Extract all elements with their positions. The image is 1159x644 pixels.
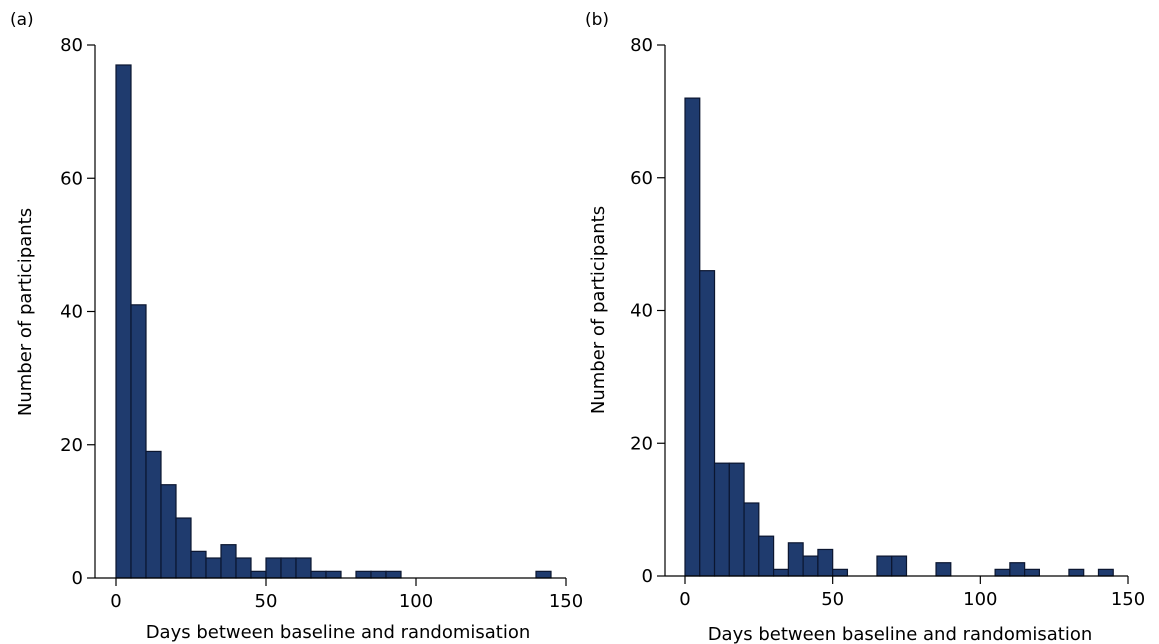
- y-tick-label: 0: [72, 568, 83, 589]
- histogram-bar: [1009, 562, 1026, 577]
- x-ticks: 0 50 100 150: [110, 578, 583, 612]
- histogram-bar: [832, 568, 849, 577]
- histogram-bar: [758, 535, 775, 577]
- histogram-bar: [772, 568, 789, 577]
- x-tick-label: 150: [549, 591, 583, 612]
- histogram-bar: [535, 570, 552, 579]
- histogram-bar: [310, 570, 327, 579]
- histogram-bar: [1024, 568, 1040, 577]
- histogram-bar: [160, 484, 177, 579]
- y-tick-label: 40: [630, 301, 653, 322]
- y-ticks: 0 20 40 60 80: [60, 35, 95, 589]
- histogram-bar: [265, 557, 282, 579]
- x-ticks: 0 50 100 150: [679, 576, 1145, 610]
- histogram-bar: [370, 570, 387, 579]
- bars: [684, 97, 1114, 577]
- histogram-bar: [699, 270, 716, 577]
- histogram-bar: [175, 517, 192, 579]
- histogram-bar: [817, 548, 834, 577]
- histogram-bar: [115, 64, 132, 579]
- y-tick-label: 20: [630, 433, 653, 454]
- histogram-bar: [876, 555, 893, 577]
- y-tick-label: 0: [642, 566, 653, 587]
- histogram-bar: [190, 550, 207, 579]
- y-tick-label: 20: [60, 435, 83, 456]
- histogram-bar: [325, 570, 342, 579]
- y-tick-label: 80: [60, 35, 83, 56]
- histogram-bar: [891, 555, 908, 577]
- histogram-bar: [295, 557, 312, 579]
- x-tick-label: 50: [821, 589, 844, 610]
- x-tick-label: 50: [255, 591, 278, 612]
- y-axis-label: Number of participants: [588, 206, 609, 414]
- x-tick-label: 0: [110, 591, 121, 612]
- histogram-bar: [205, 557, 222, 579]
- y-axis-label: Number of participants: [15, 208, 36, 416]
- histogram-bar: [130, 304, 147, 579]
- y-ticks: 0 20 40 60 80: [630, 35, 665, 587]
- histogram-bar: [787, 542, 804, 577]
- x-tick-label: 150: [1111, 589, 1145, 610]
- histogram-bar: [935, 562, 952, 577]
- y-tick-label: 40: [60, 302, 83, 323]
- x-tick-label: 100: [399, 591, 433, 612]
- x-tick-label: 100: [963, 589, 997, 610]
- histogram-bar: [802, 555, 819, 577]
- histogram-bar: [994, 568, 1011, 577]
- y-tick-label: 80: [630, 35, 653, 56]
- panel-label: (a): [10, 10, 34, 30]
- histogram-bar: [743, 502, 760, 577]
- histogram-panel-b: (b) 0 20 40 60 80 0 50 100 150 Number of partic…: [585, 10, 1145, 644]
- x-axis-label: Days between baseline and randomisation: [146, 622, 531, 643]
- histogram-bar: [235, 557, 252, 579]
- panel-label: (b): [585, 10, 609, 30]
- histogram-bar: [355, 570, 372, 579]
- histogram-bar: [713, 462, 730, 577]
- histogram-bar: [728, 462, 745, 577]
- histogram-bar: [220, 544, 237, 579]
- y-tick-label: 60: [60, 168, 83, 189]
- y-tick-label: 60: [630, 168, 653, 189]
- histogram-bar: [684, 97, 701, 577]
- histogram-bar: [385, 570, 402, 579]
- histogram-bar: [1097, 568, 1114, 577]
- histogram-bar: [250, 570, 267, 579]
- histogram-bar: [280, 557, 297, 579]
- bars: [115, 64, 552, 579]
- x-axis-label: Days between baseline and randomisation: [708, 624, 1093, 644]
- histogram-bar: [145, 450, 162, 579]
- histogram-bar: [1068, 568, 1085, 577]
- histogram-panel-a: (a) 0 20 40 60 80 0 50 100 150 Number of partic…: [10, 10, 583, 643]
- x-tick-label: 0: [679, 589, 690, 610]
